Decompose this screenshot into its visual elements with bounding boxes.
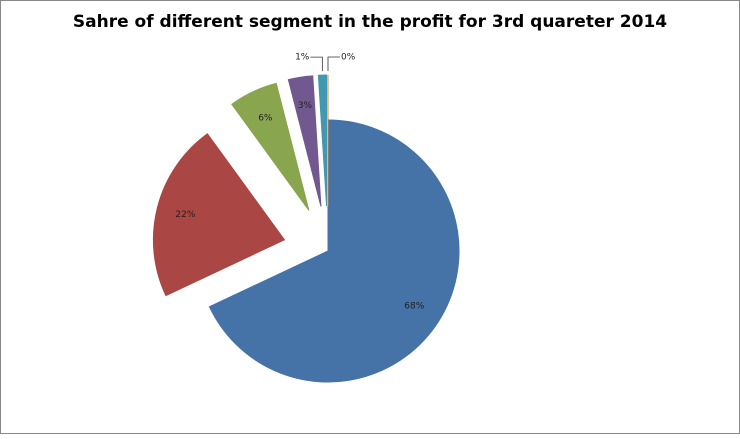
pie-slice	[208, 119, 460, 383]
leader-line	[310, 56, 323, 72]
data-label: 1%	[295, 53, 310, 63]
chart-title: Sahre of different segment in the profit…	[73, 12, 667, 32]
data-label: 6%	[258, 113, 273, 123]
pie-slice	[152, 133, 286, 297]
pie-slice	[231, 82, 310, 211]
pie-slice	[287, 75, 322, 207]
data-label: 22%	[175, 210, 195, 220]
leader-line	[327, 56, 340, 71]
data-label: 68%	[404, 301, 424, 311]
data-label: 0%	[341, 53, 356, 63]
pie-slice	[317, 74, 328, 207]
data-label: 3%	[298, 101, 313, 111]
